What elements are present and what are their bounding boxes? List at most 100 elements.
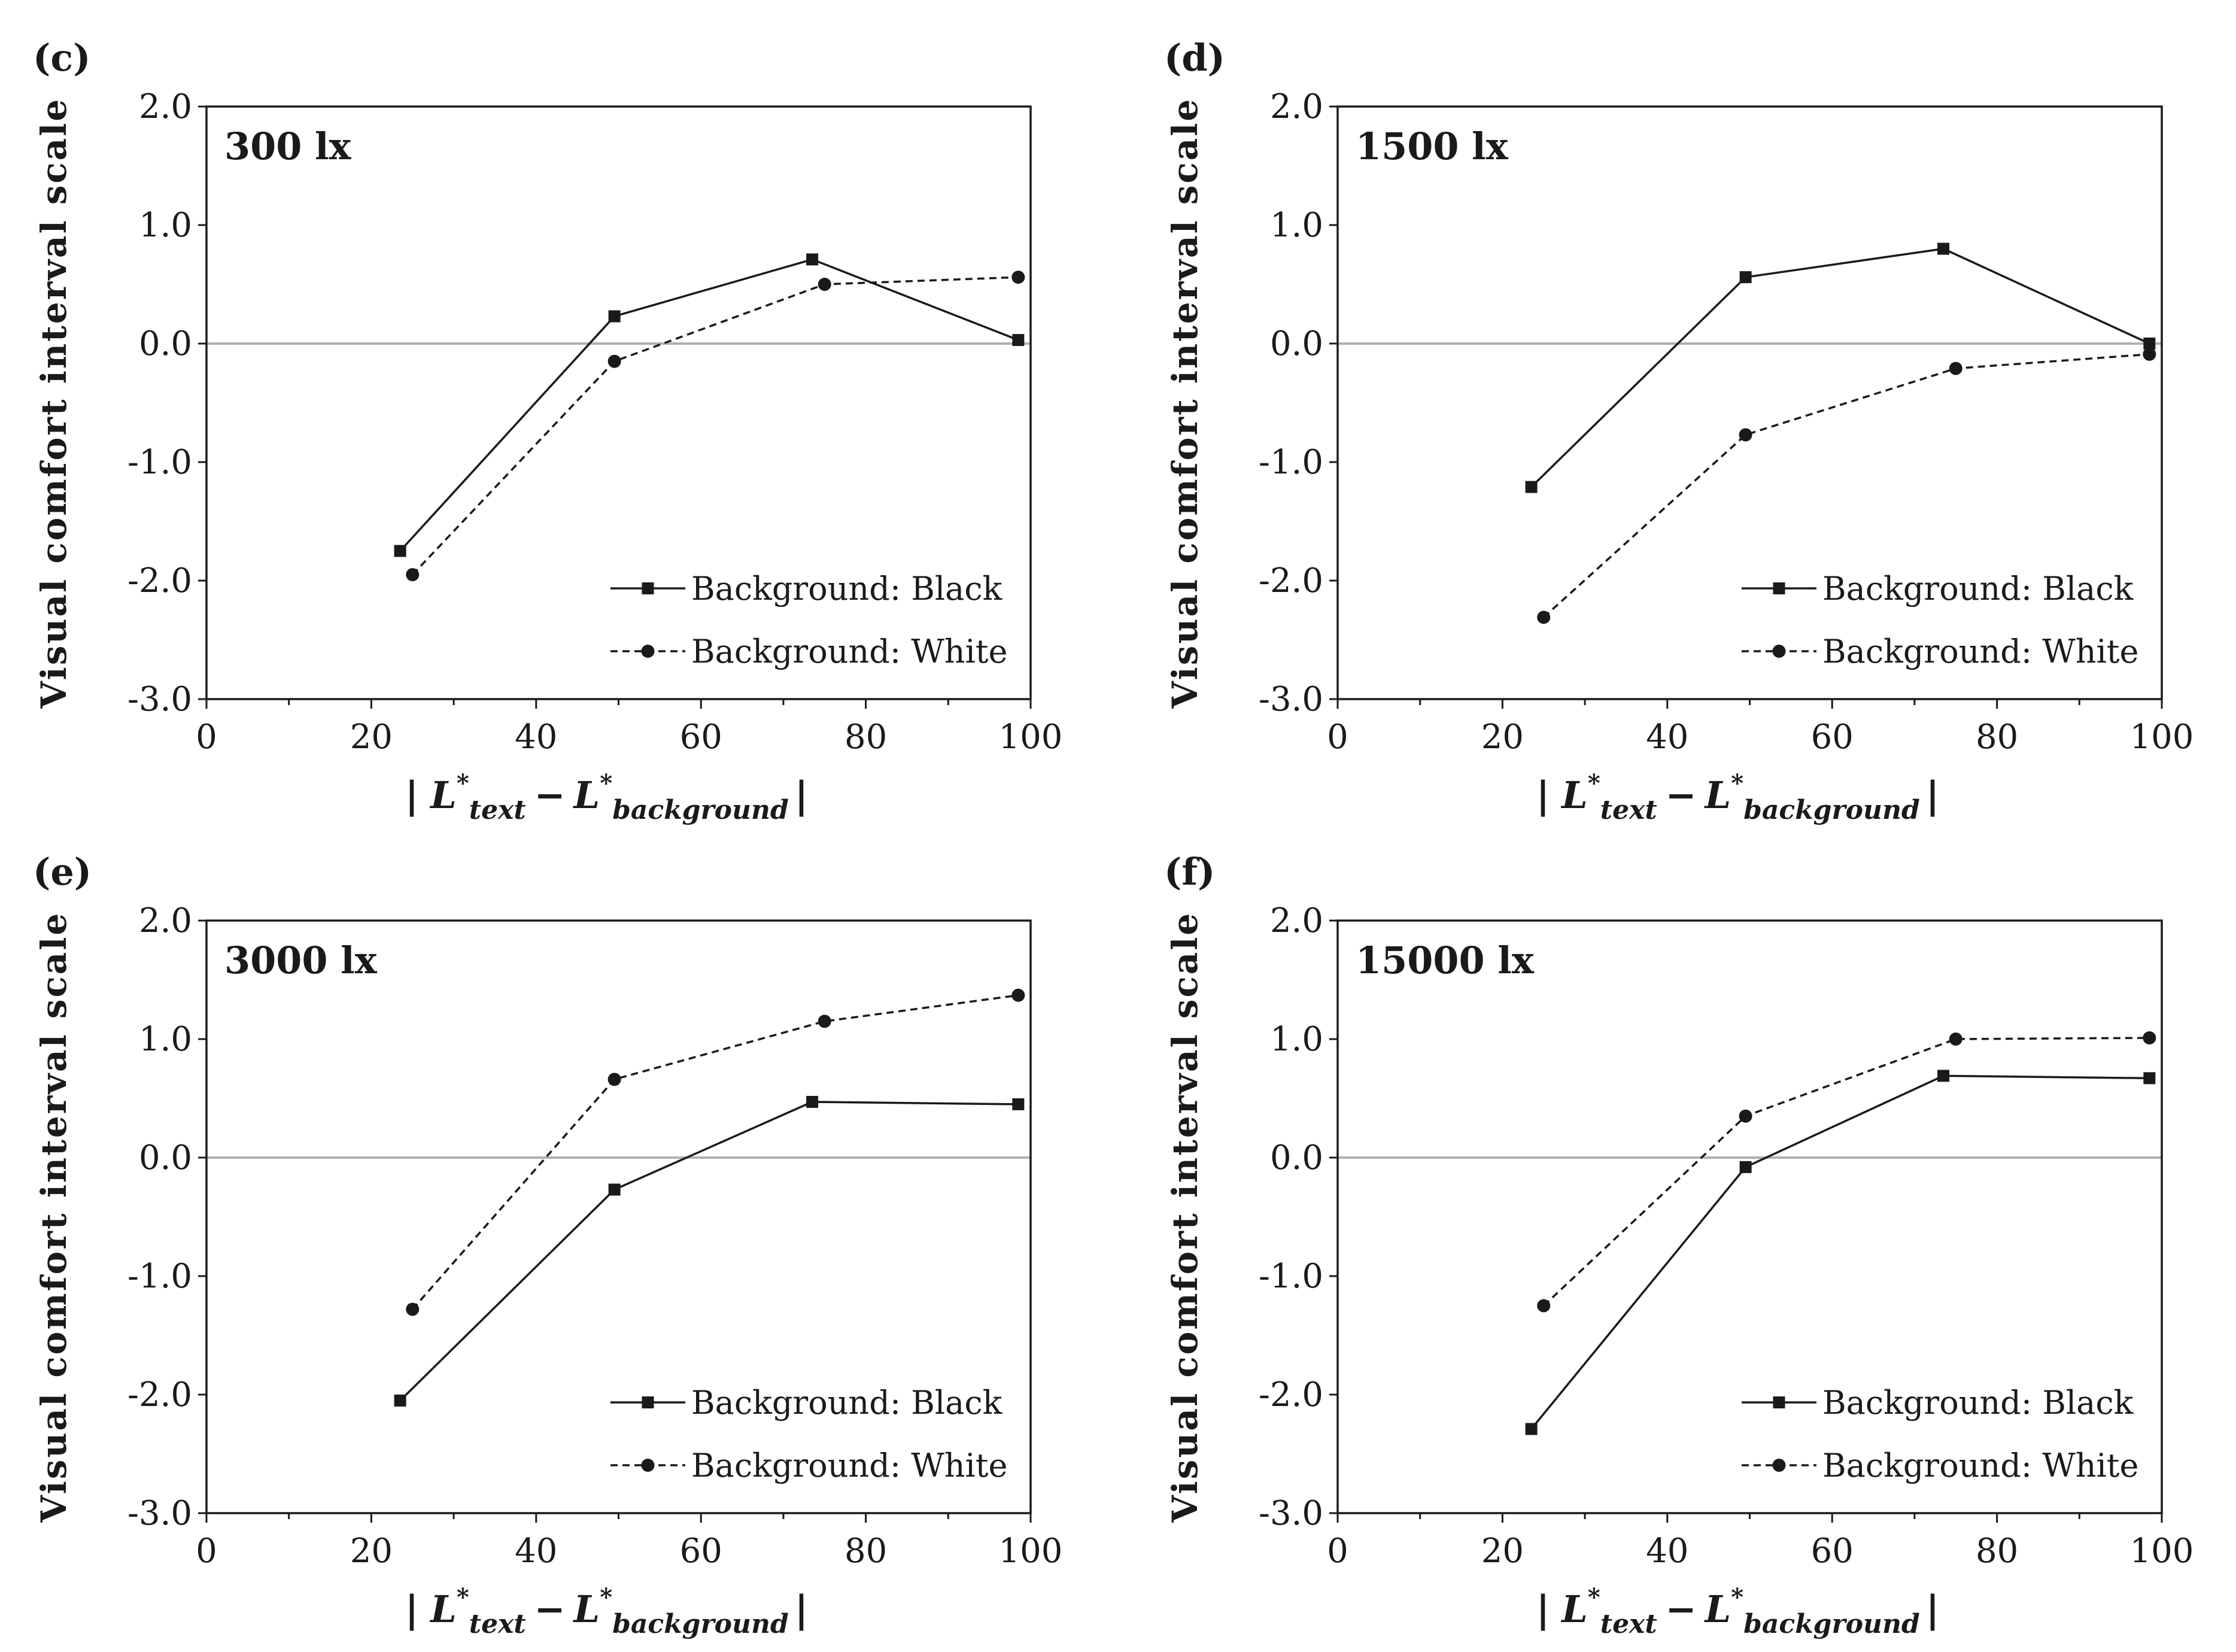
legend-marker-circle <box>1772 1459 1786 1472</box>
data-point-circle <box>1011 271 1025 284</box>
x-axis-title-bar-right: | <box>1926 1587 1940 1631</box>
x-axis-title: | L*text − L*background | <box>1536 769 1940 825</box>
legend-marker-square <box>642 1396 654 1408</box>
x-tick-label: 20 <box>350 1532 393 1571</box>
y-tick-label: 0.0 <box>139 324 192 363</box>
y-tick-label: 1.0 <box>139 1020 192 1059</box>
y-axis-title: Visual comfort interval scale <box>34 912 74 1523</box>
data-point-circle <box>607 1073 621 1086</box>
x-axis-title-L-background: L <box>1704 773 1731 817</box>
x-tick-label: 100 <box>2130 718 2194 757</box>
plot-frame <box>205 919 1032 1514</box>
legend-entry: Background: White <box>610 1447 1007 1484</box>
x-tick-label: 80 <box>844 1532 887 1571</box>
x-tick-label: 20 <box>1481 718 1524 757</box>
data-point-circle <box>1537 1299 1551 1313</box>
data-point-circle <box>1537 611 1551 624</box>
y-tick-label: -3.0 <box>127 680 192 719</box>
x-axis-title-minus: − <box>1666 1587 1697 1631</box>
data-point-circle <box>1739 1109 1752 1123</box>
y-tick-label: 0.0 <box>1270 324 1323 363</box>
y-tick-label: 2.0 <box>139 901 192 940</box>
y-tick-label: -1.0 <box>127 1257 192 1296</box>
x-tick-label: 80 <box>1976 718 2018 757</box>
series-line <box>399 1101 1019 1402</box>
data-point-square <box>806 1095 819 1108</box>
x-tick-label: 40 <box>1646 1532 1688 1571</box>
data-point-square <box>1739 1161 1752 1173</box>
series-background-white <box>406 988 1025 1316</box>
series-line <box>1543 353 2150 618</box>
x-tick-label: 20 <box>1481 1532 1524 1571</box>
x-tick-label: 40 <box>515 1532 557 1571</box>
legend-label: Background: White <box>691 1447 1007 1484</box>
y-tick-label: -2.0 <box>1259 561 1323 600</box>
x-tick-label: 0 <box>1327 718 1348 757</box>
series-line <box>1530 1074 2150 1430</box>
y-tick-label: -1.0 <box>1259 443 1323 482</box>
y-tick-label: 2.0 <box>139 87 192 126</box>
x-axis-title-minus: − <box>1666 773 1697 817</box>
y-tick-label: 0.0 <box>1270 1138 1323 1177</box>
chart-panel-2: (d) 2.0 1.0 0.0 -1.0 -2.0 -3.00 20 40 60 80 100 Visu… <box>1164 36 2194 825</box>
legend-entry: Background: Black <box>1742 570 2134 608</box>
y-tick-label: -1.0 <box>1259 1257 1323 1296</box>
y-tick-label: 2.0 <box>1270 87 1323 126</box>
x-axis-title-bar-right: | <box>795 1587 809 1631</box>
series-background-white <box>1537 1031 2156 1313</box>
x-axis-title-L-text: L <box>1560 773 1588 817</box>
x-axis-title-star: * <box>1731 769 1743 797</box>
legend-marker-circle <box>641 1459 655 1472</box>
series-background-black <box>1525 242 2156 493</box>
legend-label: Background: White <box>1822 633 2138 670</box>
series-line <box>399 258 1019 552</box>
y-tick-label: -1.0 <box>127 443 192 482</box>
legend-entry: Background: Black <box>1742 1384 2134 1422</box>
x-axis-title-bar-left: | <box>405 1587 419 1631</box>
plot-frame <box>1336 105 2163 700</box>
panel-label: (d) <box>1164 36 1225 80</box>
legend-entry: Background: Black <box>610 570 1003 608</box>
x-tick-label: 60 <box>1811 1532 1854 1571</box>
illuminance-label: 1500 lx <box>1356 124 1509 168</box>
x-axis-title-minus: − <box>534 1587 566 1631</box>
series-background-white <box>1537 347 2156 624</box>
legend-label: Background: Black <box>691 570 1003 608</box>
x-axis-title-sub-background: background <box>1743 1609 1920 1639</box>
plot-frame <box>205 105 1032 700</box>
y-tick-label: -2.0 <box>127 1375 192 1414</box>
legend-marker-square <box>1773 582 1785 594</box>
data-point-square <box>1739 271 1752 284</box>
x-axis-title-star: * <box>600 769 612 797</box>
series-background-black <box>394 1095 1025 1407</box>
series-line <box>411 994 1019 1310</box>
series-line <box>411 276 1019 576</box>
legend-marker-square <box>1773 1396 1785 1408</box>
x-tick-label: 100 <box>999 718 1063 757</box>
x-axis-title-sub-background: background <box>1743 795 1920 825</box>
illuminance-label: 3000 lx <box>224 939 378 982</box>
data-point-circle <box>406 568 420 582</box>
y-axis-title: Visual comfort interval scale <box>1165 98 1205 709</box>
x-axis-title: | L*text − L*background | <box>1536 1583 1940 1639</box>
legend-label: Background: Black <box>1822 570 2134 608</box>
y-tick-label: 1.0 <box>139 206 192 245</box>
x-axis-title-minus: − <box>534 773 566 817</box>
data-point-square <box>608 1183 621 1196</box>
y-tick-label: 2.0 <box>1270 901 1323 940</box>
legend-label: Background: White <box>691 633 1007 670</box>
x-axis-title: | L*text − L*background | <box>405 769 809 825</box>
y-tick-label: -2.0 <box>1259 1375 1323 1414</box>
y-axis-title: Visual comfort interval scale <box>1165 912 1205 1523</box>
x-axis-title-bar-left: | <box>1536 1587 1550 1631</box>
data-point-circle <box>818 1015 831 1028</box>
y-axis-title: Visual comfort interval scale <box>34 98 74 709</box>
x-axis-title-star: * <box>457 769 469 797</box>
x-axis-title-sub-text: text <box>1600 795 1657 825</box>
chart-panel-4: (f) 2.0 1.0 0.0 -1.0 -2.0 -3.00 20 40 60 80 100 Visu… <box>1164 850 2194 1639</box>
data-point-square <box>1937 242 1950 255</box>
panel-label: (f) <box>1164 850 1215 894</box>
series-background-black <box>1525 1070 2156 1435</box>
data-point-circle <box>1949 362 1962 375</box>
